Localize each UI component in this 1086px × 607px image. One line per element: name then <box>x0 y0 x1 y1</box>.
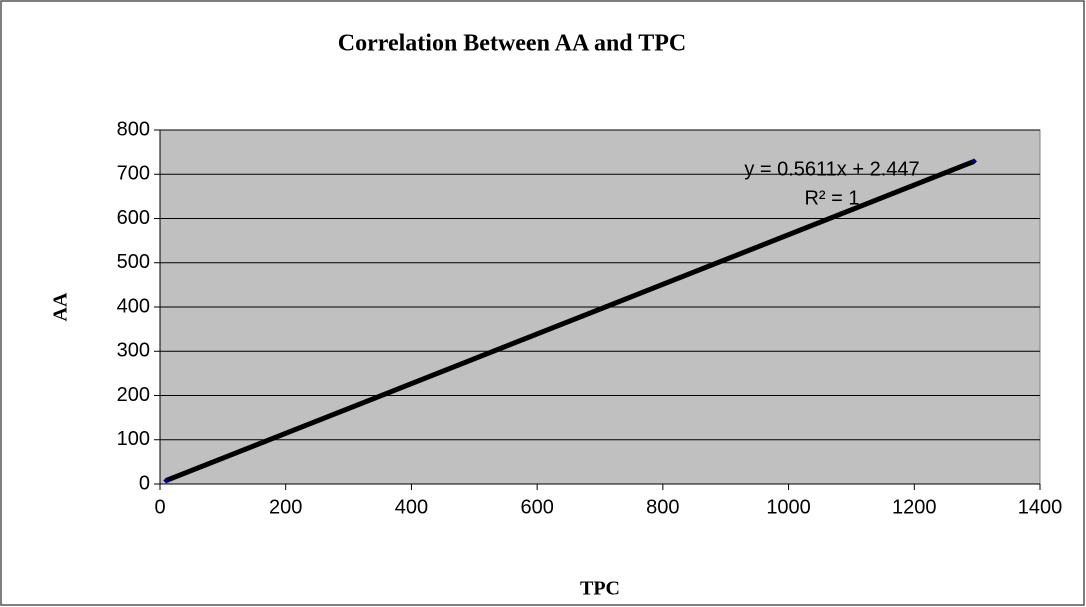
r-squared: R² = 1 <box>804 187 859 209</box>
y-tick-label: 500 <box>117 251 150 273</box>
data-point <box>163 477 170 484</box>
x-tick-label: 1200 <box>892 496 937 518</box>
y-tick-label: 200 <box>117 384 150 406</box>
y-tick-label: 800 <box>117 118 150 140</box>
y-axis-label: AA <box>50 292 72 321</box>
trendline-equation: y = 0.5611x + 2.447 <box>744 158 919 180</box>
y-tick-label: 100 <box>117 428 150 450</box>
x-tick-label: 1000 <box>766 496 811 518</box>
y-tick-label: 400 <box>117 295 150 317</box>
x-tick-label: 800 <box>646 496 679 518</box>
x-tick-label: 400 <box>395 496 428 518</box>
trendline <box>165 159 975 483</box>
y-tick-label: 600 <box>117 207 150 229</box>
y-tick-label: 0 <box>139 472 150 494</box>
x-tick-label: 200 <box>269 496 302 518</box>
y-tick-label: 300 <box>117 340 150 362</box>
y-tick-label: 700 <box>117 163 150 185</box>
x-axis-label: TPC <box>580 578 620 600</box>
x-tick-label: 600 <box>520 496 553 518</box>
x-tick-label: 0 <box>154 496 165 518</box>
x-tick-label: 1400 <box>1018 496 1063 518</box>
chart-title: Correlation Between AA and TPC <box>338 31 686 57</box>
data-point <box>971 158 977 165</box>
